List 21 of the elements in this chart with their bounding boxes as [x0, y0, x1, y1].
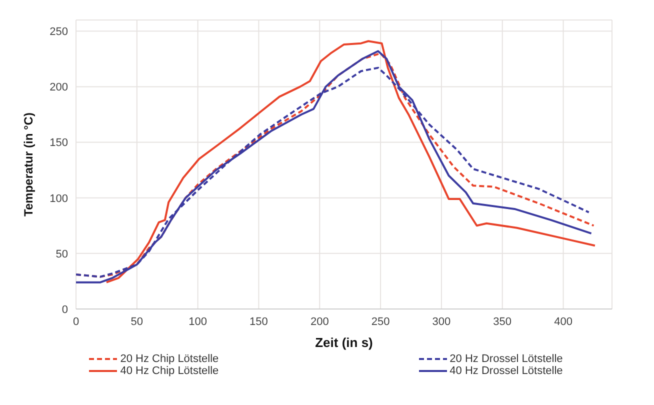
x-tick-label: 400: [554, 316, 572, 328]
x-tick-label: 200: [310, 316, 329, 328]
x-tick-label: 150: [250, 316, 268, 328]
y-tick-label: 250: [50, 26, 68, 38]
x-tick-label: 100: [188, 316, 207, 328]
y-tick-label: 0: [62, 304, 68, 316]
legend-label: 20 Hz Drossel Lötstelle: [450, 353, 563, 365]
x-tick-label: 0: [72, 316, 80, 328]
y-tick-label: 150: [50, 137, 68, 150]
x-tick-label: 350: [493, 316, 512, 328]
y-axis-title: Temperatur (in °C): [21, 112, 36, 216]
legend-label: 40 Hz Drossel Lötstelle: [450, 365, 563, 377]
x-tick-label: 300: [432, 316, 451, 328]
legend-label: 20 Hz Chip Lötstelle: [120, 353, 219, 365]
y-tick-label: 50: [56, 248, 68, 260]
x-axis-title: Zeit (in s): [315, 335, 373, 350]
legend-label: 40 Hz Chip Lötstelle: [120, 365, 219, 377]
x-tick-label: 250: [371, 316, 390, 328]
y-tick-label: 100: [50, 192, 68, 205]
x-tick-label: 50: [130, 316, 144, 328]
y-tick-label: 200: [50, 82, 68, 94]
